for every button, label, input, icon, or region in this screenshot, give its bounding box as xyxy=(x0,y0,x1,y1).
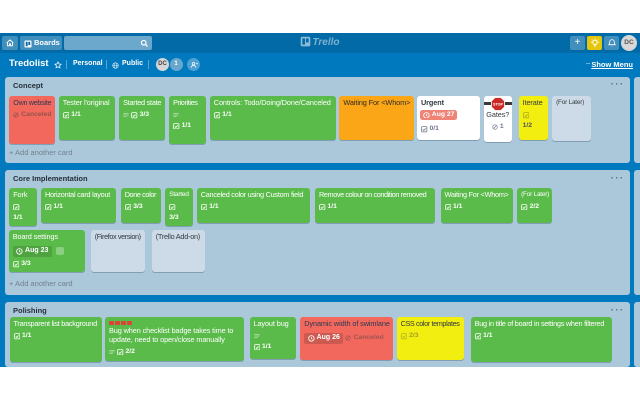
svg-text:STOP: STOP xyxy=(493,102,504,106)
